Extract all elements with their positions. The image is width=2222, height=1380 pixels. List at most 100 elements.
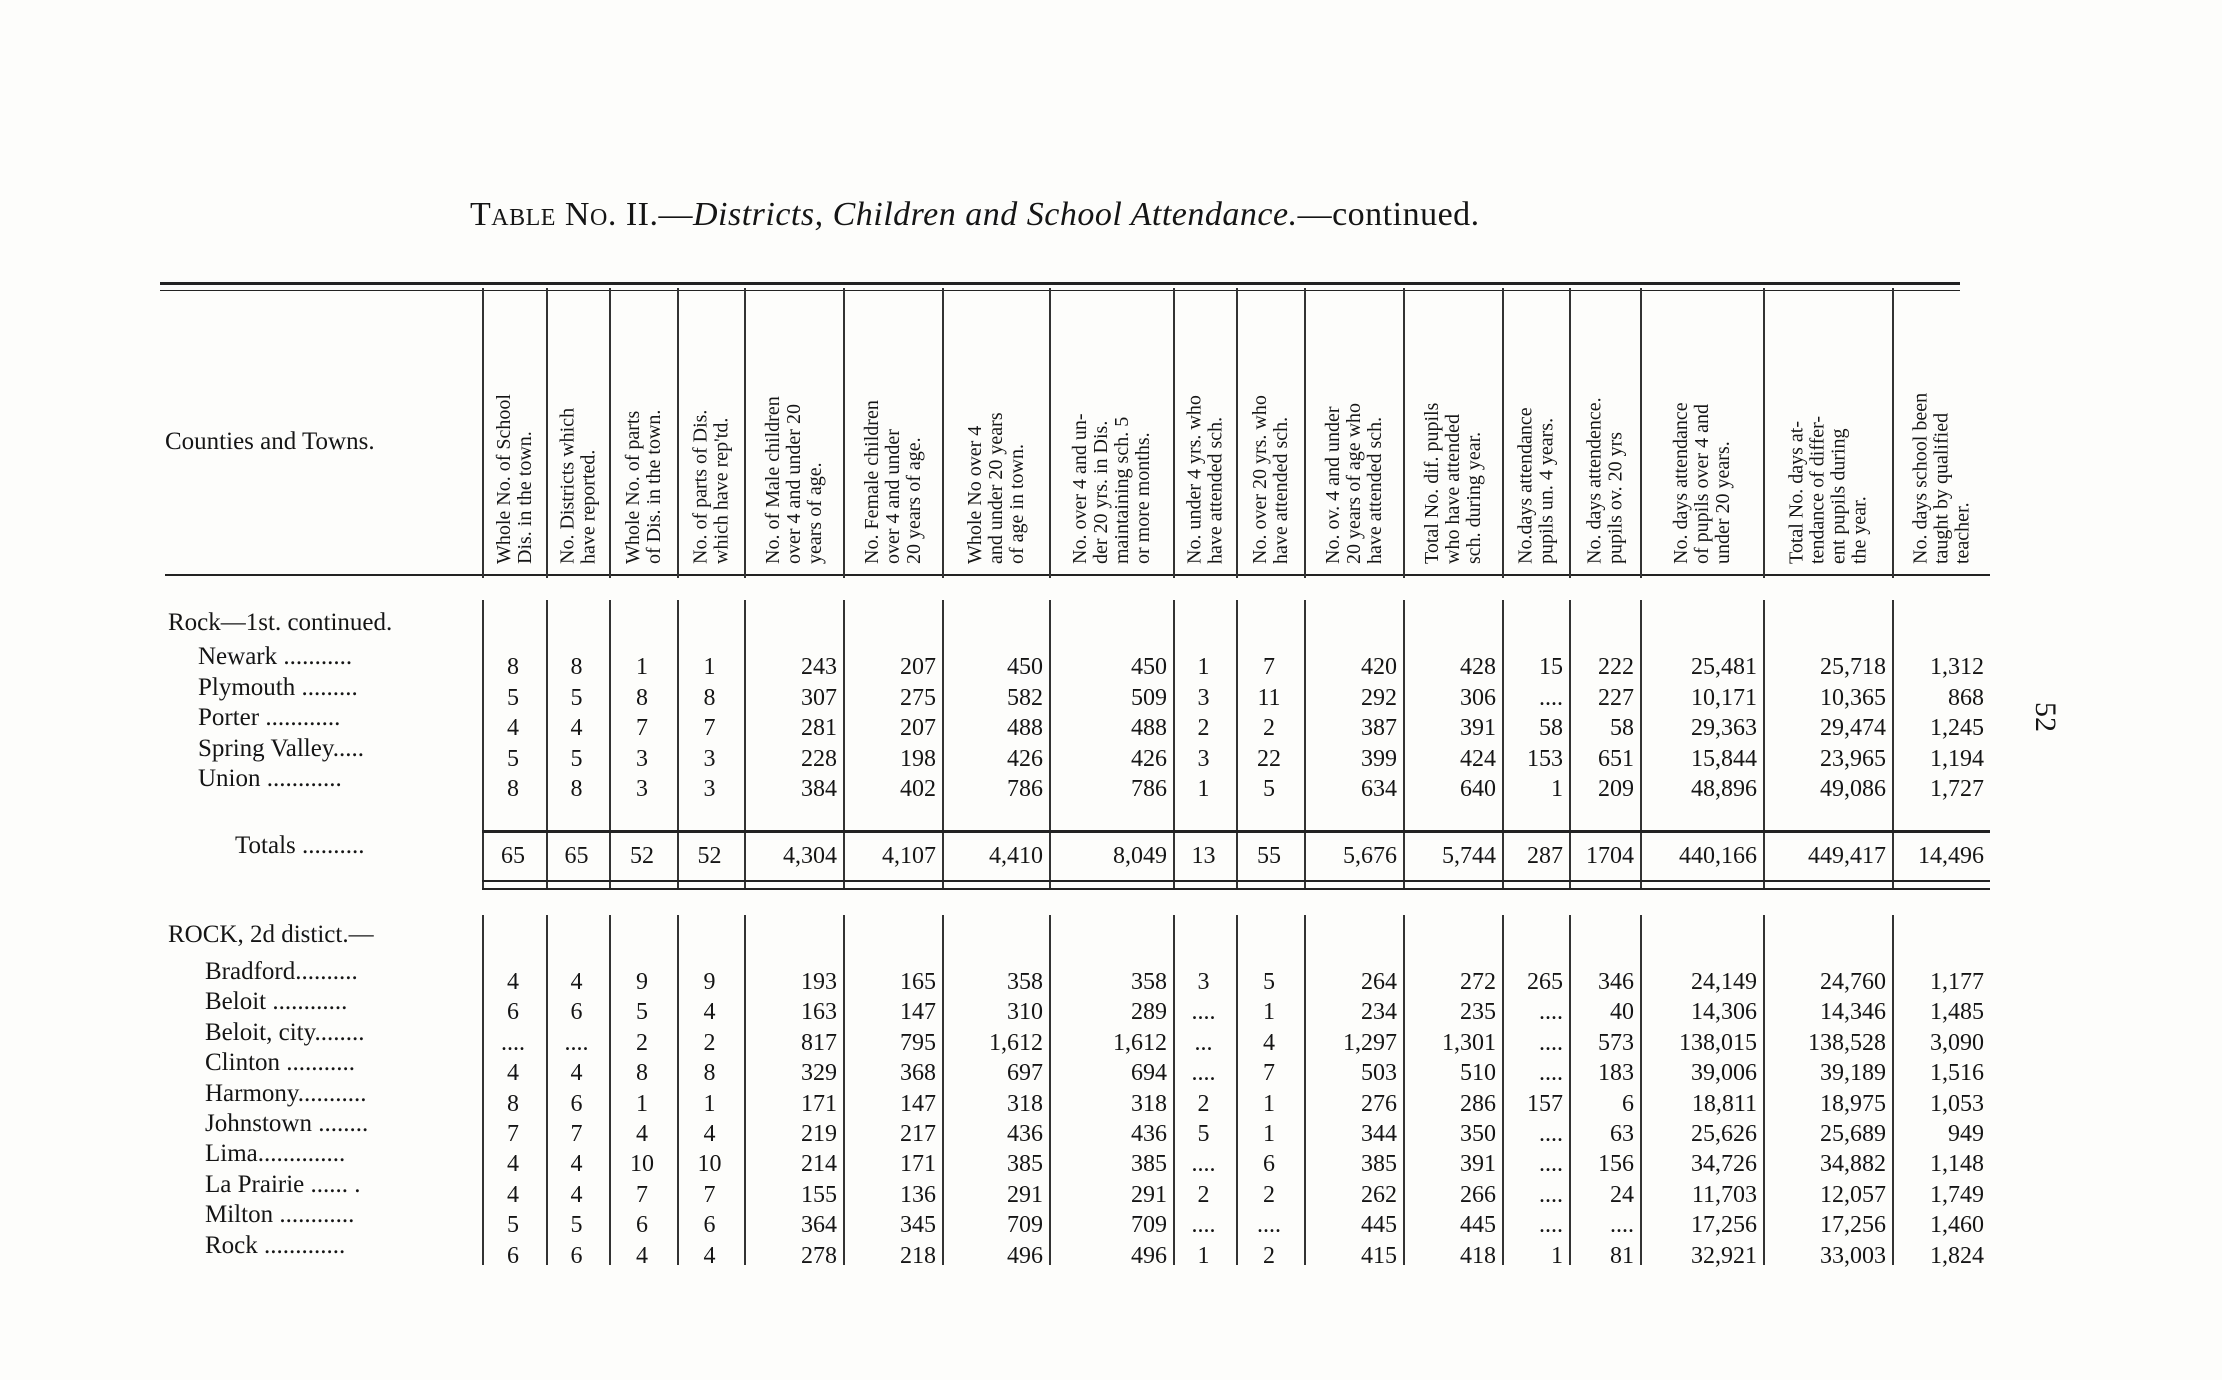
column-header: No. days attendence. pupils ov. 20 yrs: [1572, 288, 1639, 570]
header-line: No. days school been: [1909, 392, 1932, 564]
table-row-cell: 138,015: [1679, 1029, 1757, 1056]
column-header-text: No. days attendence. pupils ov. 20 yrs: [1572, 288, 1639, 570]
table-row-cell: ....: [1191, 1212, 1216, 1239]
table-row-cell: 9: [703, 969, 716, 995]
table-row-cell: 1: [1263, 1121, 1275, 1147]
header-line: who have attended: [1442, 414, 1464, 564]
column-header: Whole No over 4 and under 20 years of age …: [945, 288, 1048, 570]
totals-row-cell: 5,676: [1343, 843, 1397, 869]
table-row-cell: 14,346: [1820, 999, 1886, 1026]
totals-row-cell: 4,410: [989, 843, 1043, 869]
table-row-cell: 3,090: [1930, 1029, 1984, 1056]
table-row-cell: 651: [1598, 745, 1634, 772]
table-row-cell: 5: [507, 1212, 519, 1239]
table-title: Table No. II.—Districts, Children and Sc…: [470, 196, 1480, 234]
table-row-cell: 219: [801, 1121, 837, 1147]
table-row-cell: 4: [570, 1151, 583, 1178]
column-divider: [942, 288, 944, 578]
table-row-cell: 1,612: [989, 1029, 1043, 1056]
table-row-cell: ....: [1191, 1060, 1216, 1087]
column-divider: [1763, 600, 1765, 890]
table-row-cell: 2: [1197, 1181, 1210, 1208]
header-line: No. days attendence.: [1583, 397, 1606, 564]
row-label: Porter ............: [198, 704, 341, 731]
table-row-cell: 4: [570, 969, 583, 995]
column-header: No. under 4 yrs. who have attended sch.: [1176, 288, 1235, 570]
header-line: No. over 4 and un-: [1069, 413, 1091, 564]
row-label: Beloit, city........: [205, 1018, 365, 1046]
table-row-cell: 49,086: [1820, 776, 1886, 802]
table-row-cell: 3: [636, 745, 648, 772]
column-divider: [1569, 288, 1571, 578]
header-line: Dis. in the town.: [514, 431, 536, 564]
table-row-cell: 1,301: [1442, 1029, 1496, 1056]
column-divider: [1892, 915, 1894, 1265]
table-row-cell: 436: [1131, 1121, 1167, 1147]
table-row-cell: 2: [1263, 1242, 1275, 1269]
column-divider: [1569, 600, 1571, 890]
table-row-cell: 6: [703, 1212, 716, 1239]
table-row-cell: 7: [703, 1181, 716, 1208]
table-row-cell: 8: [507, 654, 519, 680]
table-row-cell: 147: [900, 999, 936, 1026]
table-row-cell: 5: [570, 684, 583, 711]
table-row-cell: 6: [570, 999, 583, 1026]
header-line: No. of Male children: [762, 396, 784, 564]
table-row-cell: 15: [1539, 654, 1563, 680]
table-row-cell: 1,148: [1930, 1151, 1984, 1178]
column-divider: [1173, 915, 1175, 1265]
header-line: No. under 4 yrs. who: [1183, 395, 1206, 564]
table-row-cell: 275: [900, 684, 936, 711]
row-label: Beloit ............: [205, 988, 348, 1016]
table-row-cell: 228: [801, 745, 837, 772]
table-row-cell: 1,460: [1930, 1212, 1984, 1239]
table-row-cell: 694: [1131, 1060, 1167, 1087]
column-divider: [1403, 288, 1405, 578]
column-header-text: No. days attendance of pupils over 4 and u…: [1643, 288, 1762, 570]
column-header: Total No. dif. pupils who have attended sc…: [1406, 288, 1501, 570]
column-header-text: No. Female children over 4 and under 20 ye…: [846, 288, 941, 570]
header-line: of pupils over 4 and: [1691, 404, 1713, 564]
header-line: ent pupils during: [1827, 428, 1850, 564]
table-row-cell: 171: [900, 1151, 936, 1178]
table-row-cell: 496: [1007, 1242, 1043, 1269]
column-header: Total No. days at-tendance of differ-ent…: [1766, 288, 1891, 570]
table-row-cell: 183: [1598, 1060, 1634, 1087]
table-row-cell: 18,811: [1691, 1090, 1757, 1117]
table-row-cell: 25,626: [1691, 1121, 1757, 1147]
table-row-cell: 436: [1007, 1121, 1043, 1147]
row-label: Spring Valley.....: [198, 734, 364, 762]
table-row-cell: 153: [1527, 745, 1563, 772]
column-divider: [677, 600, 679, 890]
table-row-cell: 2: [1197, 715, 1210, 741]
table-row-cell: 1: [636, 1090, 648, 1117]
table-row-cell: 1,485: [1930, 999, 1984, 1026]
table-row-cell: 25,481: [1691, 654, 1757, 680]
table-row-cell: 385: [1131, 1151, 1167, 1178]
totals-bottom-rule: [482, 880, 1990, 882]
table-row-cell: 1: [703, 1090, 716, 1117]
header-line: No. Female children: [861, 400, 883, 564]
column-divider: [609, 600, 611, 890]
table-row-cell: 4: [507, 1060, 519, 1087]
totals-row-cell: 65: [501, 843, 525, 869]
totals-bottom-rule2: [482, 888, 1990, 890]
table-row-cell: ....: [1539, 1151, 1563, 1178]
table-row-cell: 2: [1263, 715, 1275, 741]
table-row-cell: 32,921: [1691, 1242, 1757, 1269]
table-row-cell: ....: [1539, 1121, 1563, 1147]
column-divider: [843, 915, 845, 1265]
totals-row-cell: 5,744: [1442, 843, 1496, 869]
table-row-cell: 163: [801, 999, 837, 1026]
table-row-cell: 278: [801, 1242, 837, 1269]
table-row-cell: 5: [1263, 776, 1275, 802]
table-row-cell: 391: [1460, 715, 1496, 741]
table-row-cell: 14,306: [1691, 999, 1757, 1026]
column-header-text: Whole No. of parts of Dis. in the town.: [612, 288, 676, 570]
table-row-cell: 4: [636, 1242, 648, 1269]
table-row-cell: 1: [1551, 776, 1563, 802]
header-line: No. Districts which: [556, 407, 579, 564]
table-row-cell: 156: [1598, 1151, 1634, 1178]
column-divider: [843, 288, 845, 578]
table-row-cell: 450: [1007, 654, 1043, 680]
